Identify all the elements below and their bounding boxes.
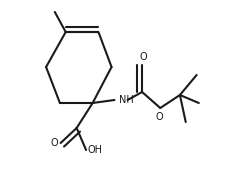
Text: O: O [139,52,147,62]
Text: OH: OH [88,145,103,155]
Text: O: O [50,138,58,148]
Text: O: O [155,112,163,122]
Text: NH: NH [119,95,134,105]
